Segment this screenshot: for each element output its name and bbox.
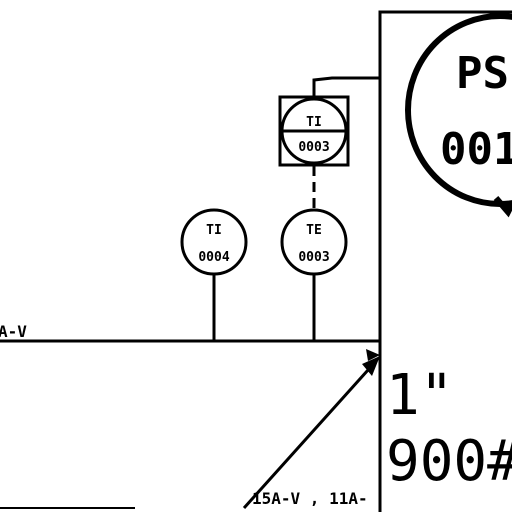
pressure-rating-label: 900# <box>386 429 512 494</box>
main-line-label: A-V <box>0 322 27 341</box>
instrument-ti-0003[interactable]: TI 0003 <box>278 95 350 167</box>
balloon-tag: PS <box>456 48 509 99</box>
balloon-tail <box>493 196 512 218</box>
instrument-tag: TE <box>306 223 322 238</box>
instrument-number: 0004 <box>198 250 229 265</box>
junction-arrowhead <box>366 349 380 361</box>
instrument-tag: TI <box>306 115 322 130</box>
balloon-outline <box>405 13 512 207</box>
balloon-number: 001 <box>440 124 512 175</box>
leader-arrowhead <box>362 356 380 376</box>
pipe-size-label: 1" <box>386 363 453 428</box>
instrument-tag: TI <box>206 223 222 238</box>
bottom-line-label: 15A-V , 11A- <box>252 489 368 508</box>
balloon-ps-001[interactable]: PS 001 <box>405 13 512 218</box>
panel-leader-line <box>312 76 380 97</box>
instrument-te-0003[interactable]: TE 0003 <box>280 208 348 341</box>
instrument-number: 0003 <box>298 250 329 265</box>
diagonal-leader-line <box>242 368 370 510</box>
instrument-ti-0004[interactable]: TI 0004 <box>180 208 248 341</box>
equipment-outline <box>378 10 512 512</box>
instrument-number: 0003 <box>298 140 329 155</box>
